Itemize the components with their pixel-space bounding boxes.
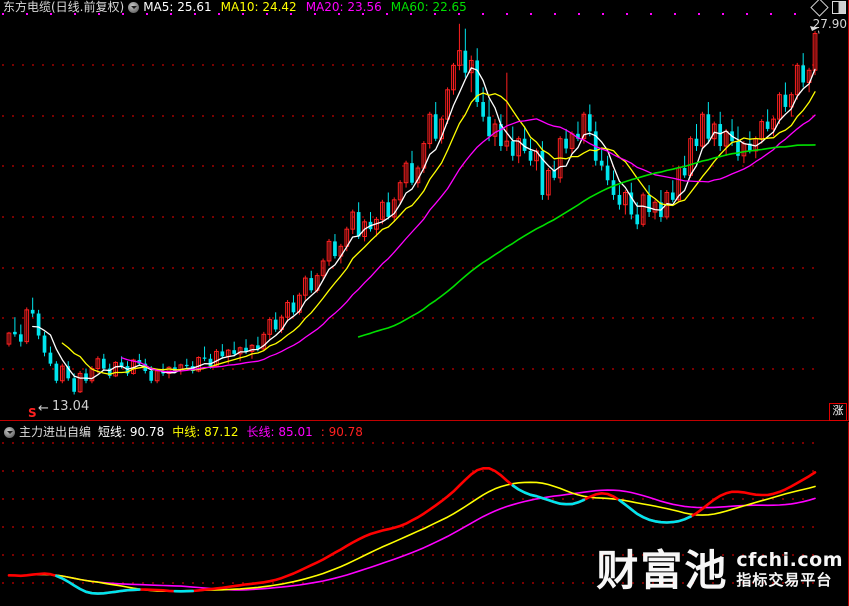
ma60-label: MA60: <box>390 0 429 14</box>
chevron-down-icon[interactable] <box>4 426 15 438</box>
indicator-chart-panel[interactable] <box>0 422 849 606</box>
price-low-label: 13.04 <box>52 399 90 414</box>
price-low-arrow-icon: ← <box>38 401 49 416</box>
ma5-readout: MA5: 25.61 <box>143 0 211 14</box>
watermark-domain: cfchi.com <box>736 548 843 571</box>
indicator-mid-label: 中线: <box>172 425 201 439</box>
watermark-tagline: 指标交易平台 <box>736 570 833 589</box>
ma10-readout: MA10: 24.42 <box>221 0 297 14</box>
window-controls[interactable] <box>810 0 846 17</box>
ma5-label: MA5: <box>143 0 174 14</box>
watermark: 财富池 cfchi.com 指标交易平台 <box>596 546 843 595</box>
price-chart-panel[interactable] <box>0 0 849 421</box>
panel-toggle-icon[interactable] <box>832 0 846 14</box>
chevron-down-icon[interactable] <box>128 1 140 13</box>
price-chart-svg <box>2 13 820 395</box>
indicator-header: 主力进出自编 短线: 90.78 中线: 87.12 长线: 85.01 : 9… <box>0 424 849 440</box>
indicator-mid-value: 87.12 <box>204 425 239 439</box>
price-high-label: 27.90 <box>812 17 847 31</box>
indicator-short-readout: 短线: 90.78 <box>98 424 164 440</box>
indicator-long-readout: 长线: 85.01 <box>246 424 312 440</box>
ma20-label: MA20: <box>305 0 344 14</box>
ma60-readout: MA60: 22.65 <box>391 0 467 14</box>
panel-divider <box>0 420 849 421</box>
ma10-value: 24.42 <box>262 0 297 14</box>
ma20-readout: MA20: 23.56 <box>306 0 382 14</box>
sell-signal-marker: S <box>28 406 37 420</box>
diamond-icon[interactable] <box>810 0 829 17</box>
indicator-short-label: 短线: <box>98 425 127 439</box>
watermark-brand: 财富池 <box>596 546 729 595</box>
indicator-chart-svg <box>2 442 818 595</box>
ma20-value: 23.56 <box>347 0 382 14</box>
indicator-extra-value: : 90.78 <box>320 425 363 439</box>
ma5-value: 25.61 <box>177 0 212 14</box>
price-header: 东方电缆(日线.前复权) MA5: 25.61 MA10: 24.42 MA20… <box>0 0 849 14</box>
indicator-short-value: 90.78 <box>129 425 165 439</box>
rise-badge[interactable]: 涨 <box>829 403 847 421</box>
stock-title: 东方电缆(日线.前复权) <box>3 0 125 14</box>
indicator-name: 主力进出自编 <box>19 425 92 439</box>
watermark-text: cfchi.com 指标交易平台 <box>736 548 843 592</box>
indicator-mid-readout: 中线: 87.12 <box>172 424 238 440</box>
indicator-long-value: 85.01 <box>278 425 313 439</box>
ma60-value: 22.65 <box>432 0 467 14</box>
indicator-long-label: 长线: <box>246 425 275 439</box>
ma10-label: MA10: <box>220 0 259 14</box>
